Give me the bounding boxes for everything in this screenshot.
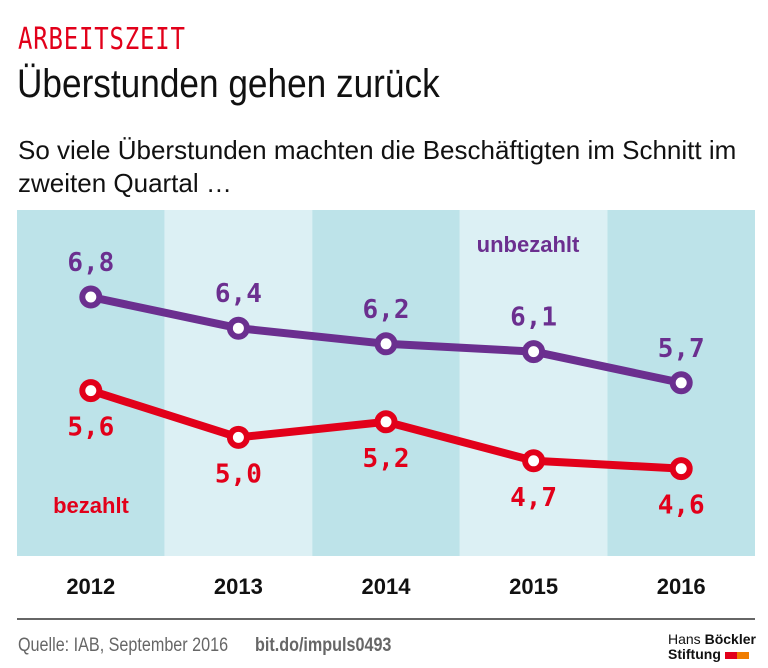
logo: Hans Böckler Stiftung — [668, 632, 756, 662]
data-point-bezahlt — [669, 457, 693, 481]
data-label: 4,7 — [510, 483, 557, 513]
series-label: unbezahlt — [477, 232, 580, 257]
data-label: 6,4 — [215, 279, 262, 309]
logo-mark — [736, 651, 749, 659]
data-point-bezahlt — [374, 410, 398, 434]
data-point-bezahlt — [226, 425, 250, 449]
data-label: 5,2 — [363, 444, 410, 474]
x-tick-label: 2012 — [66, 574, 115, 599]
x-tick-label: 2013 — [214, 574, 263, 599]
data-point-unbezahlt — [79, 285, 103, 309]
data-point-bezahlt — [79, 379, 103, 403]
data-label: 6,8 — [67, 248, 114, 278]
kicker: ARBEITSZEIT — [18, 22, 186, 57]
data-point-unbezahlt — [522, 340, 546, 364]
data-label: 5,6 — [67, 413, 114, 443]
column-band — [164, 210, 313, 556]
x-tick-label: 2014 — [362, 574, 412, 599]
data-point-unbezahlt — [669, 371, 693, 395]
source-note: Quelle: IAB, September 2016 — [18, 635, 229, 656]
logo-text: Böckler — [704, 631, 756, 647]
series-label: bezahlt — [53, 493, 129, 518]
data-label: 5,0 — [215, 459, 262, 489]
data-label: 6,2 — [363, 295, 410, 325]
page-title: Überstunden gehen zurück — [17, 62, 440, 106]
data-point-unbezahlt — [374, 332, 398, 356]
source-link[interactable]: bit.do/impuls0493 — [255, 635, 392, 656]
data-label: 5,7 — [658, 334, 705, 364]
x-tick-label: 2015 — [509, 574, 558, 599]
logo-mark — [724, 651, 737, 659]
data-point-bezahlt — [522, 449, 546, 473]
column-band — [459, 210, 608, 556]
data-point-unbezahlt — [226, 316, 250, 340]
x-tick-label: 2016 — [657, 574, 706, 599]
subtitle: So viele Überstunden machten die Beschäf… — [18, 135, 737, 198]
logo-text: Stiftung — [668, 646, 721, 662]
logo-text: Hans — [668, 631, 701, 647]
data-label: 6,1 — [510, 303, 557, 333]
column-band — [312, 210, 460, 556]
data-label: 4,6 — [658, 491, 705, 521]
